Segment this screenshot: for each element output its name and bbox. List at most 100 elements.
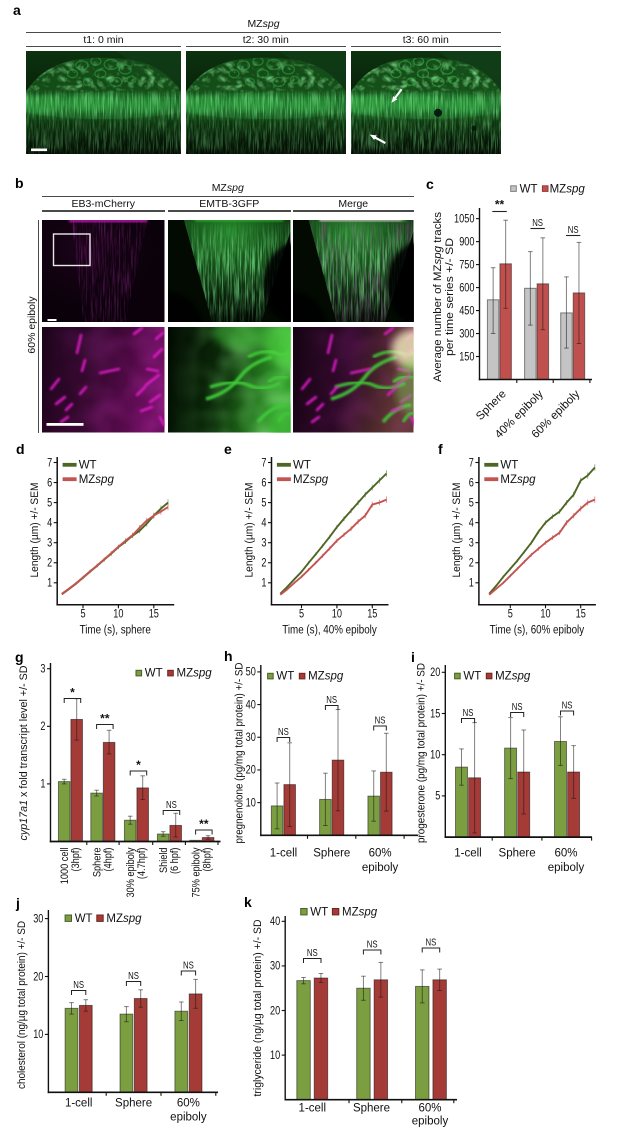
- svg-text:1: 1: [47, 578, 52, 590]
- svg-text:10: 10: [246, 797, 256, 809]
- svg-text:150: 150: [459, 351, 474, 363]
- svg-text:4: 4: [469, 517, 475, 529]
- svg-text:(4hpf): (4hpf): [103, 848, 115, 872]
- svg-text:Length (µm) +/- SEM: Length (µm) +/- SEM: [244, 483, 256, 578]
- svg-text:Shield: Shield: [158, 848, 170, 874]
- svg-text:60%: 60%: [418, 1103, 441, 1115]
- svg-text:5: 5: [435, 791, 440, 803]
- svg-text:10: 10: [113, 608, 123, 620]
- svg-text:1-cell: 1-cell: [270, 848, 297, 860]
- svg-text:Average number of MZspg tracks: Average number of MZspg tracks: [432, 212, 444, 382]
- svg-text:per time series +/- SD: per time series +/- SD: [444, 238, 456, 356]
- svg-text:pregnenolone (pg/mg total prot: pregnenolone (pg/mg total protein) +/- S…: [234, 663, 246, 844]
- svg-text:10: 10: [540, 608, 550, 620]
- svg-text:2: 2: [47, 558, 52, 570]
- svg-text:10: 10: [270, 1050, 280, 1062]
- svg-text:WT: WT: [500, 460, 518, 472]
- svg-text:5: 5: [299, 608, 304, 620]
- svg-text:20: 20: [246, 765, 256, 777]
- svg-text:3: 3: [261, 538, 266, 550]
- svg-text:6: 6: [261, 477, 266, 489]
- svg-text:10: 10: [332, 608, 342, 620]
- svg-text:MZspg: MZspg: [106, 913, 142, 925]
- svg-text:10: 10: [33, 1029, 43, 1041]
- svg-text:5: 5: [469, 497, 474, 509]
- svg-text:cyp17a1 x fold transcript leve: cyp17a1 x fold transcript level +/- SD: [18, 666, 30, 841]
- svg-text:15: 15: [149, 608, 159, 620]
- svg-text:NS: NS: [166, 800, 177, 811]
- svg-text:WT: WT: [520, 183, 538, 195]
- svg-text:3: 3: [47, 538, 52, 550]
- svg-text:30: 30: [33, 913, 43, 925]
- svg-text:epiboly: epiboly: [412, 1116, 449, 1128]
- svg-text:WT: WT: [79, 460, 97, 472]
- svg-text:MZspg: MZspg: [79, 474, 115, 486]
- svg-text:5: 5: [47, 497, 52, 509]
- svg-text:50: 50: [246, 667, 256, 679]
- svg-text:1: 1: [261, 578, 266, 590]
- svg-text:450: 450: [459, 305, 474, 317]
- svg-text:7: 7: [261, 457, 266, 469]
- svg-text:3: 3: [40, 664, 45, 676]
- svg-text:4: 4: [47, 517, 53, 529]
- svg-text:cholesterol (ng/µg total prote: cholesterol (ng/µg total protein) +/- SD: [16, 921, 28, 1089]
- svg-text:MZspg: MZspg: [342, 907, 378, 919]
- svg-text:40: 40: [270, 916, 280, 928]
- svg-text:600: 600: [459, 282, 474, 294]
- svg-text:*: *: [70, 686, 75, 700]
- svg-text:1050: 1050: [454, 213, 475, 225]
- svg-text:Sphere: Sphere: [499, 848, 536, 860]
- svg-text:2: 2: [469, 558, 474, 570]
- svg-text:6: 6: [47, 477, 52, 489]
- svg-text:**: **: [495, 198, 505, 212]
- svg-text:Length (µm) +/- SEM: Length (µm) +/- SEM: [29, 483, 41, 578]
- svg-text:(8hpf): (8hpf): [202, 848, 214, 872]
- svg-text:MZspg: MZspg: [500, 474, 536, 486]
- svg-text:NS: NS: [128, 971, 139, 982]
- svg-text:Sphere: Sphere: [91, 848, 103, 878]
- svg-text:Sphere: Sphere: [353, 1103, 390, 1115]
- svg-text:5: 5: [261, 497, 266, 509]
- svg-text:NS: NS: [73, 980, 84, 991]
- svg-text:30% epiboly: 30% epiboly: [125, 847, 137, 898]
- svg-text:7: 7: [47, 457, 52, 469]
- svg-text:40: 40: [246, 699, 256, 711]
- svg-text:epiboly: epiboly: [170, 1112, 207, 1124]
- svg-text:1-cell: 1-cell: [454, 848, 481, 860]
- svg-text:Time (s), 60% epiboly: Time (s), 60% epiboly: [490, 625, 585, 637]
- svg-text:WT: WT: [310, 907, 328, 919]
- svg-text:Time (s), sphere: Time (s), sphere: [80, 625, 151, 637]
- svg-text:WT: WT: [145, 668, 163, 680]
- svg-text:NS: NS: [278, 727, 289, 738]
- svg-text:NS: NS: [307, 948, 318, 959]
- svg-text:NS: NS: [326, 695, 337, 706]
- svg-text:NS: NS: [532, 218, 543, 229]
- svg-text:30: 30: [270, 961, 280, 973]
- svg-text:20: 20: [33, 971, 43, 983]
- svg-text:NS: NS: [375, 716, 386, 727]
- svg-text:Length (µm) +/- SEM: Length (µm) +/- SEM: [451, 483, 463, 578]
- svg-text:1-cell: 1-cell: [299, 1103, 326, 1115]
- svg-text:*: *: [136, 758, 141, 772]
- svg-text:30: 30: [246, 732, 256, 744]
- svg-text:6: 6: [469, 477, 474, 489]
- svg-text:WT: WT: [463, 671, 481, 683]
- svg-text:750: 750: [459, 259, 474, 271]
- svg-text:WT: WT: [75, 913, 93, 925]
- svg-text:(3hpf): (3hpf): [70, 848, 82, 872]
- svg-text:1-cell: 1-cell: [65, 1098, 92, 1110]
- svg-text:3: 3: [469, 538, 474, 550]
- svg-text:900: 900: [459, 236, 474, 248]
- svg-text:20: 20: [430, 667, 440, 679]
- svg-text:1: 1: [469, 578, 474, 590]
- svg-text:4: 4: [261, 517, 267, 529]
- svg-text:WT: WT: [293, 460, 311, 472]
- svg-text:MZspg: MZspg: [550, 183, 586, 195]
- svg-text:7: 7: [469, 457, 474, 469]
- svg-text:WT: WT: [276, 671, 294, 683]
- svg-text:5: 5: [508, 608, 513, 620]
- svg-text:MZspg: MZspg: [177, 668, 213, 680]
- svg-text:NS: NS: [463, 708, 474, 719]
- svg-text:60%: 60%: [554, 848, 577, 860]
- svg-text:Sphere: Sphere: [474, 388, 509, 423]
